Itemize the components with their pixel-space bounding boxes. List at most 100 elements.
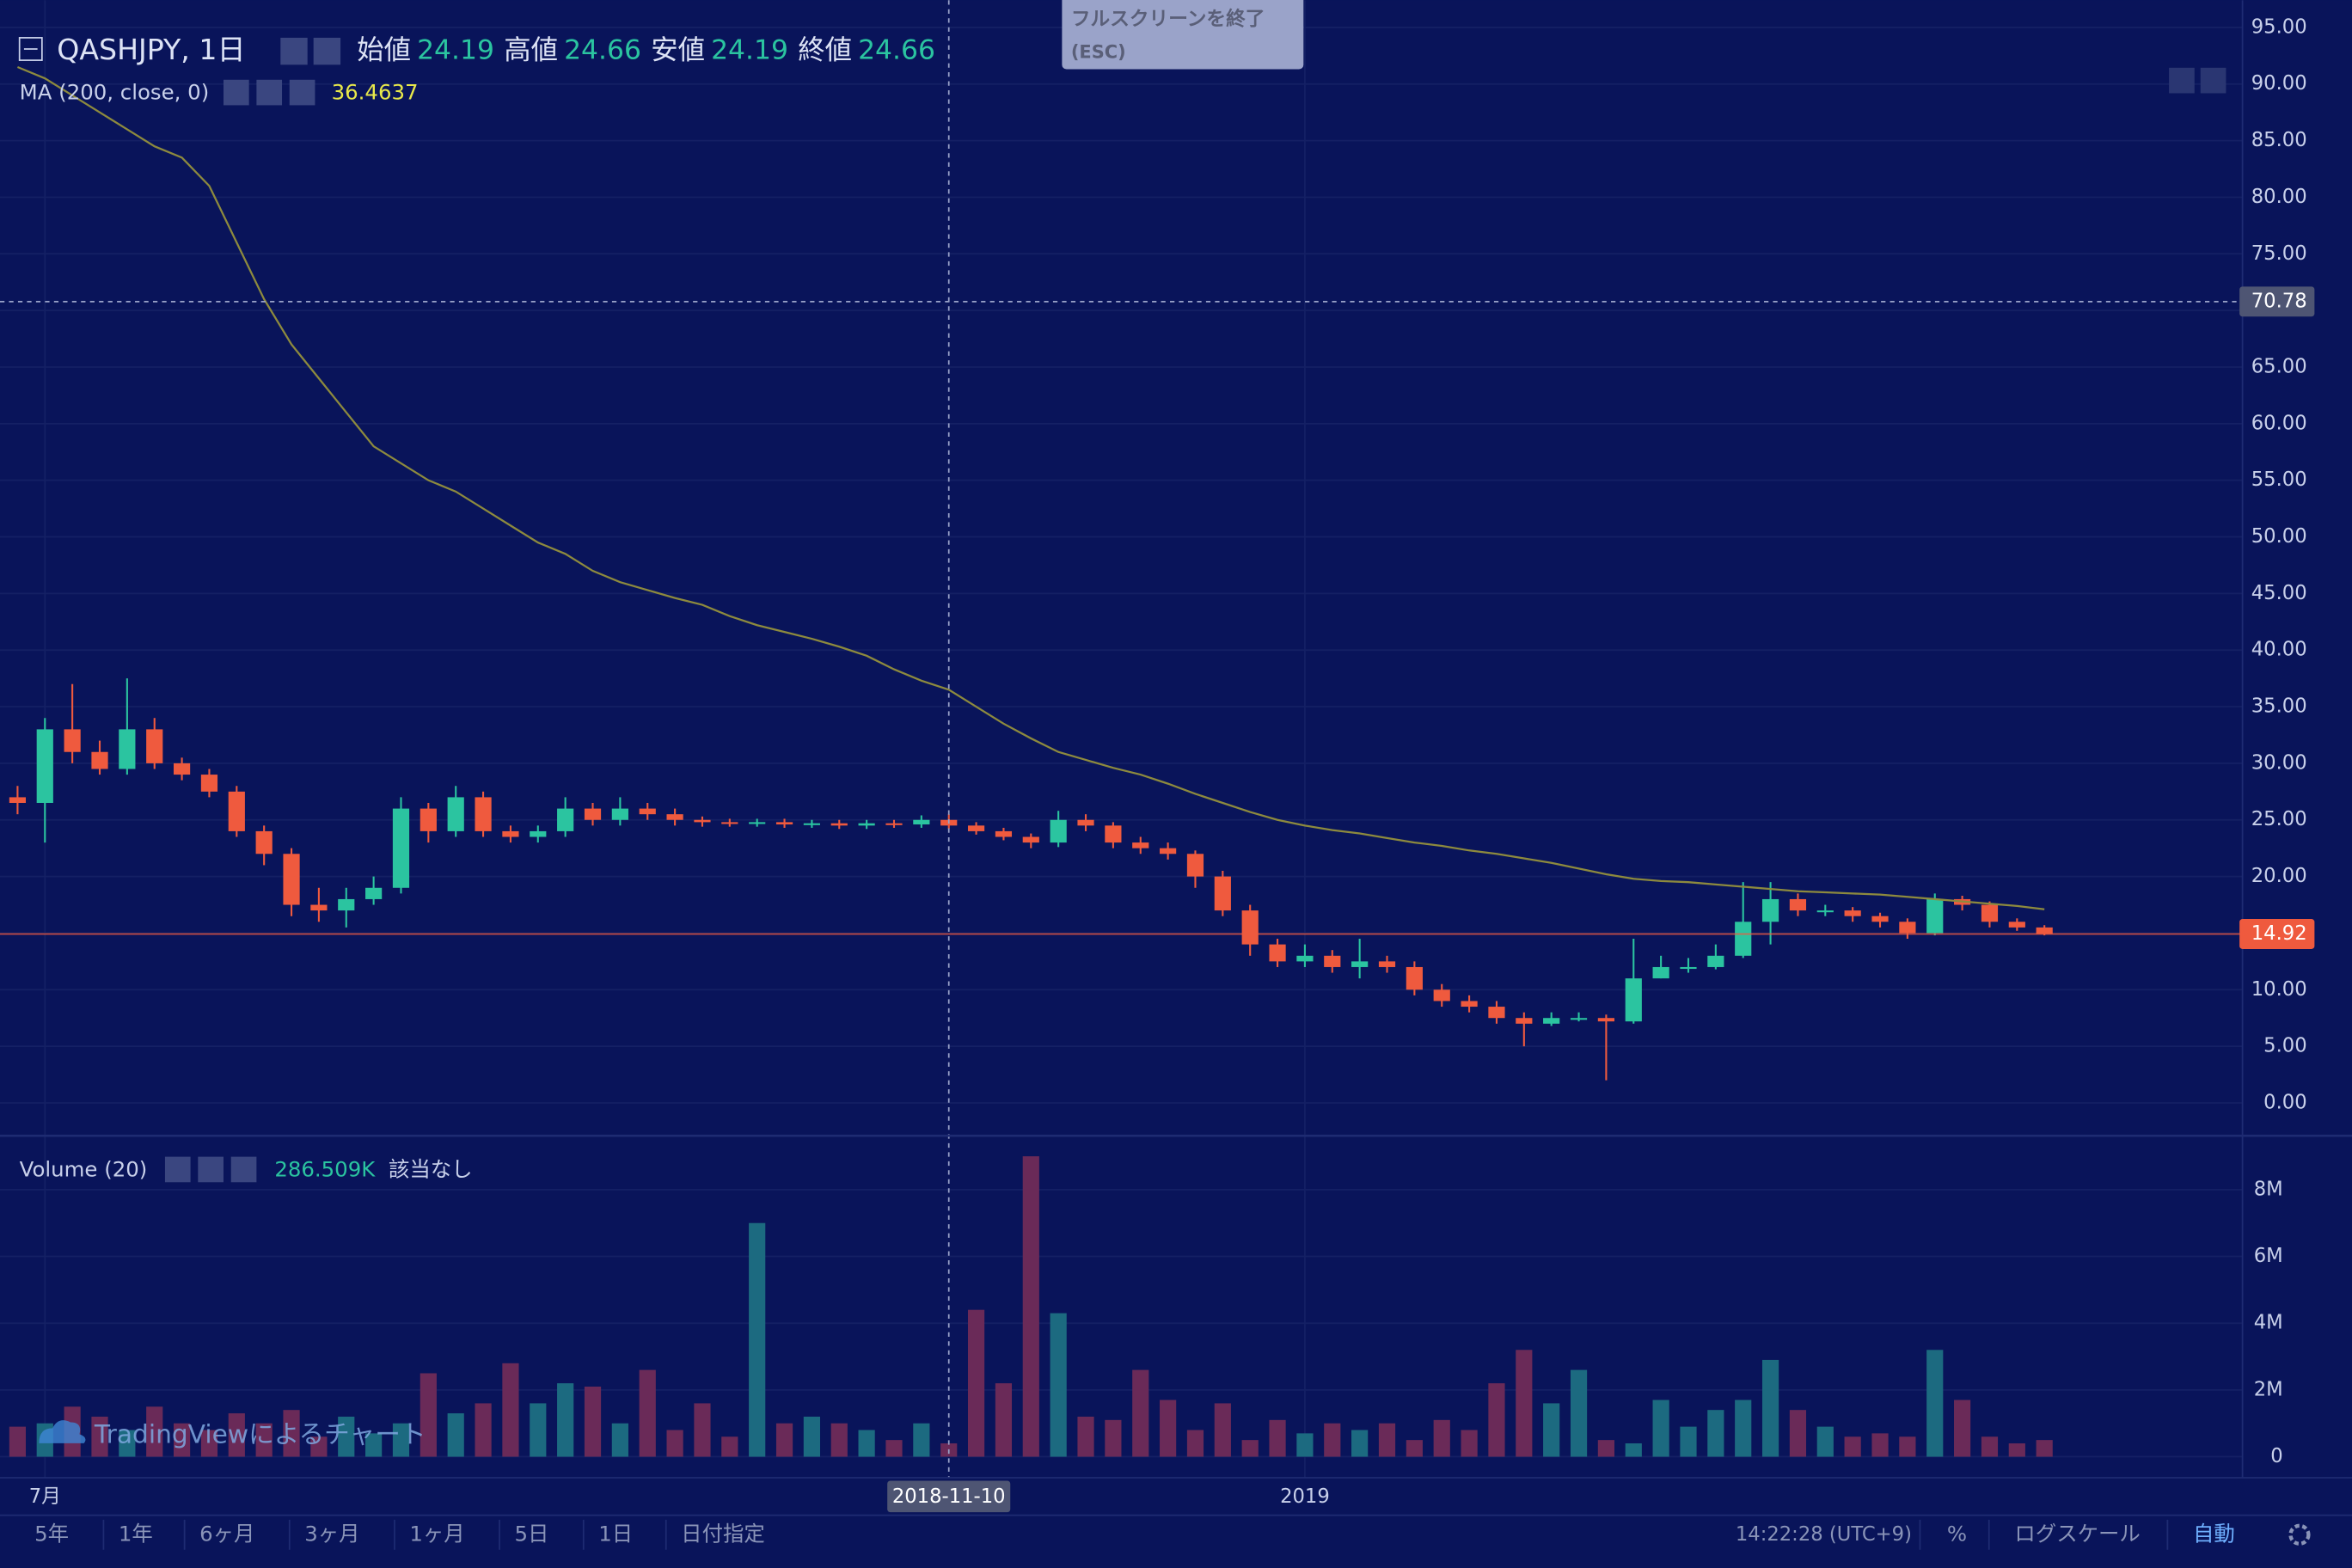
volume-bar	[1926, 1350, 1944, 1457]
y-tick-label: 35.00	[2251, 695, 2307, 718]
settings-gear[interactable]	[2288, 1523, 2311, 1546]
candle-body	[338, 898, 355, 911]
visibility-button[interactable]	[280, 37, 308, 65]
scroll-button[interactable]	[2169, 67, 2195, 94]
x-tick-label: 7月	[29, 1485, 61, 1508]
volume-bar	[721, 1436, 738, 1457]
volume-bar	[2036, 1440, 2053, 1457]
log-scale-button[interactable]: ログスケール	[2014, 1521, 2140, 1546]
ma-legend-name: MA (200, close, 0)	[20, 79, 210, 104]
exit-fullscreen-tooltip[interactable]	[1062, 0, 1304, 70]
volume-bar	[1680, 1426, 1697, 1457]
range-button[interactable]: 6ヶ月	[199, 1521, 254, 1546]
volume-bar	[310, 1436, 328, 1457]
y-tick-label: 80.00	[2251, 186, 2307, 208]
auto-scale-button[interactable]: 自動	[2193, 1521, 2235, 1546]
y-tick-label: 0.00	[2263, 1091, 2306, 1113]
ohlc-value: 24.19	[417, 35, 494, 66]
volume-bar	[694, 1403, 711, 1457]
candle-body	[1871, 916, 1889, 922]
scroll-button[interactable]	[2200, 67, 2226, 94]
ohlc-value: 24.19	[711, 35, 788, 66]
candle-body	[584, 808, 602, 820]
volume-bar	[1844, 1436, 1861, 1457]
range-button[interactable]: 日付指定	[681, 1521, 765, 1546]
candle-body	[200, 775, 218, 792]
volume-bar	[1105, 1419, 1122, 1457]
ohlc-label: 終値	[798, 35, 852, 66]
ohlc-label: 高値	[504, 35, 558, 66]
volume-bar	[1186, 1430, 1204, 1457]
candle-body	[1077, 819, 1094, 826]
range-button[interactable]: 1日	[598, 1521, 633, 1546]
range-button[interactable]: 5年	[34, 1521, 69, 1546]
x-tick-label: 2019	[1280, 1485, 1330, 1508]
volume-bar	[119, 1430, 136, 1457]
range-button[interactable]: 1ヶ月	[409, 1521, 464, 1546]
candle-body	[1461, 1001, 1478, 1008]
collapse-button[interactable]	[18, 37, 43, 61]
volume-bar	[255, 1423, 273, 1457]
candle-body	[557, 808, 574, 831]
last-price-label: 14.92	[2251, 922, 2307, 945]
range-button[interactable]: 3ヶ月	[304, 1521, 359, 1546]
range-button[interactable]: 1年	[119, 1521, 153, 1546]
ma-legend-value: 36.4637	[332, 79, 419, 104]
ohlc-label: 安値	[651, 35, 705, 66]
y-tick-label: 20.00	[2251, 865, 2307, 887]
y-tick-label: 30.00	[2251, 751, 2307, 774]
candle-body	[639, 808, 656, 815]
volume-settings-button[interactable]	[198, 1156, 224, 1183]
ma-visibility-button[interactable]	[223, 79, 249, 106]
volume-bar	[1433, 1419, 1450, 1457]
candle-body	[1981, 904, 1999, 922]
candle-body	[1680, 966, 1697, 970]
candle-body	[2036, 927, 2053, 934]
volume-bar	[1871, 1433, 1889, 1457]
volume-bar	[1132, 1369, 1149, 1457]
volume-bar	[858, 1430, 875, 1457]
volume-bar	[91, 1416, 108, 1457]
candle-body	[173, 763, 191, 775]
candle-body	[420, 808, 437, 831]
volume-bar	[1214, 1403, 1231, 1457]
volume-bar	[1488, 1383, 1505, 1457]
volume-bar	[2008, 1443, 2025, 1457]
tooltip-shortcut: (ESC)	[1071, 41, 1126, 62]
volume-visibility-button[interactable]	[164, 1156, 191, 1183]
settings-button[interactable]	[313, 37, 341, 65]
volume-bar	[1543, 1403, 1560, 1457]
volume-legend-value: 286.509K	[274, 1156, 376, 1181]
candle-body	[1543, 1018, 1560, 1024]
volume-bar	[775, 1423, 793, 1457]
candle-body	[1050, 819, 1067, 843]
volume-bar	[913, 1423, 930, 1457]
candle-body	[858, 823, 875, 826]
candle-body	[447, 797, 464, 831]
volume-legend-name: Volume (20)	[20, 1156, 148, 1181]
volume-bar	[475, 1403, 492, 1457]
volume-bar	[283, 1410, 300, 1457]
y-tick-label: 10.00	[2251, 978, 2307, 1001]
volume-tick-label: 4M	[2254, 1312, 2283, 1334]
y-tick-label: 95.00	[2251, 15, 2307, 38]
volume-bar	[392, 1423, 410, 1457]
candle-body	[1132, 842, 1149, 848]
candle-body	[1570, 1018, 1588, 1020]
y-tick-label: 45.00	[2251, 582, 2307, 604]
y-tick-label: 85.00	[2251, 129, 2307, 151]
y-tick-label: 50.00	[2251, 525, 2307, 548]
ma-remove-button[interactable]	[289, 79, 315, 106]
percent-button[interactable]: %	[1947, 1521, 1967, 1546]
volume-bar	[967, 1309, 985, 1457]
range-button[interactable]: 5日	[515, 1521, 549, 1546]
ma-settings-button[interactable]	[256, 79, 283, 106]
candle-body	[255, 830, 273, 854]
labels: 始値 24.19 高値 24.66 安値 24.19 終値 24.660.005.0010.0…	[29, 15, 2315, 1550]
candle-body	[749, 822, 766, 824]
volume-bar	[1761, 1359, 1779, 1457]
volume-legend-status: 該当なし	[389, 1156, 473, 1181]
candle-body	[9, 797, 27, 803]
volume-bar	[338, 1416, 355, 1457]
volume-remove-button[interactable]	[230, 1156, 257, 1183]
